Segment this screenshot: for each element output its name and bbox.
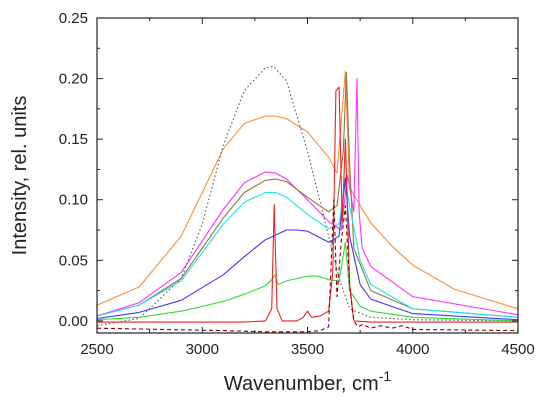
tick-layer: 2500 3000 3500 4000 4500 0.00 0.05 0.10 0.15 0.20… [59,10,535,358]
x-axis-title-text: Wavenumber, cm [224,373,379,395]
x-tick-label: 2500 [80,341,113,358]
series-line-9 [96,199,519,333]
y-tick-label: 0.25 [59,10,88,27]
y-tick-label: 0.05 [59,252,88,269]
series-line-4 [96,71,519,318]
x-axis-title-superscript: -1 [379,368,392,384]
y-axis-title: Intensity, rel. units [9,96,31,256]
series-line-8 [97,86,518,323]
series-line-6 [96,177,519,321]
series-line-3 [96,78,519,317]
y-tick-label: 0.00 [59,313,88,330]
series-line-7 [96,241,519,322]
y-tick-label: 0.15 [59,131,88,148]
x-tick-label: 4000 [396,341,429,358]
x-axis-title: Wavenumber, cm-1 [224,368,392,395]
y-tick-label: 0.10 [59,192,88,209]
series-line-1 [96,70,519,310]
y-tick-label: 0.20 [59,71,88,88]
x-tick-label: 3500 [291,341,324,358]
series-line-5 [96,181,519,318]
series-layer [96,65,519,333]
plot-frame [96,17,519,334]
series-line-2 [96,65,519,327]
x-tick-label: 3000 [186,341,219,358]
x-tick-label: 4500 [501,341,534,358]
